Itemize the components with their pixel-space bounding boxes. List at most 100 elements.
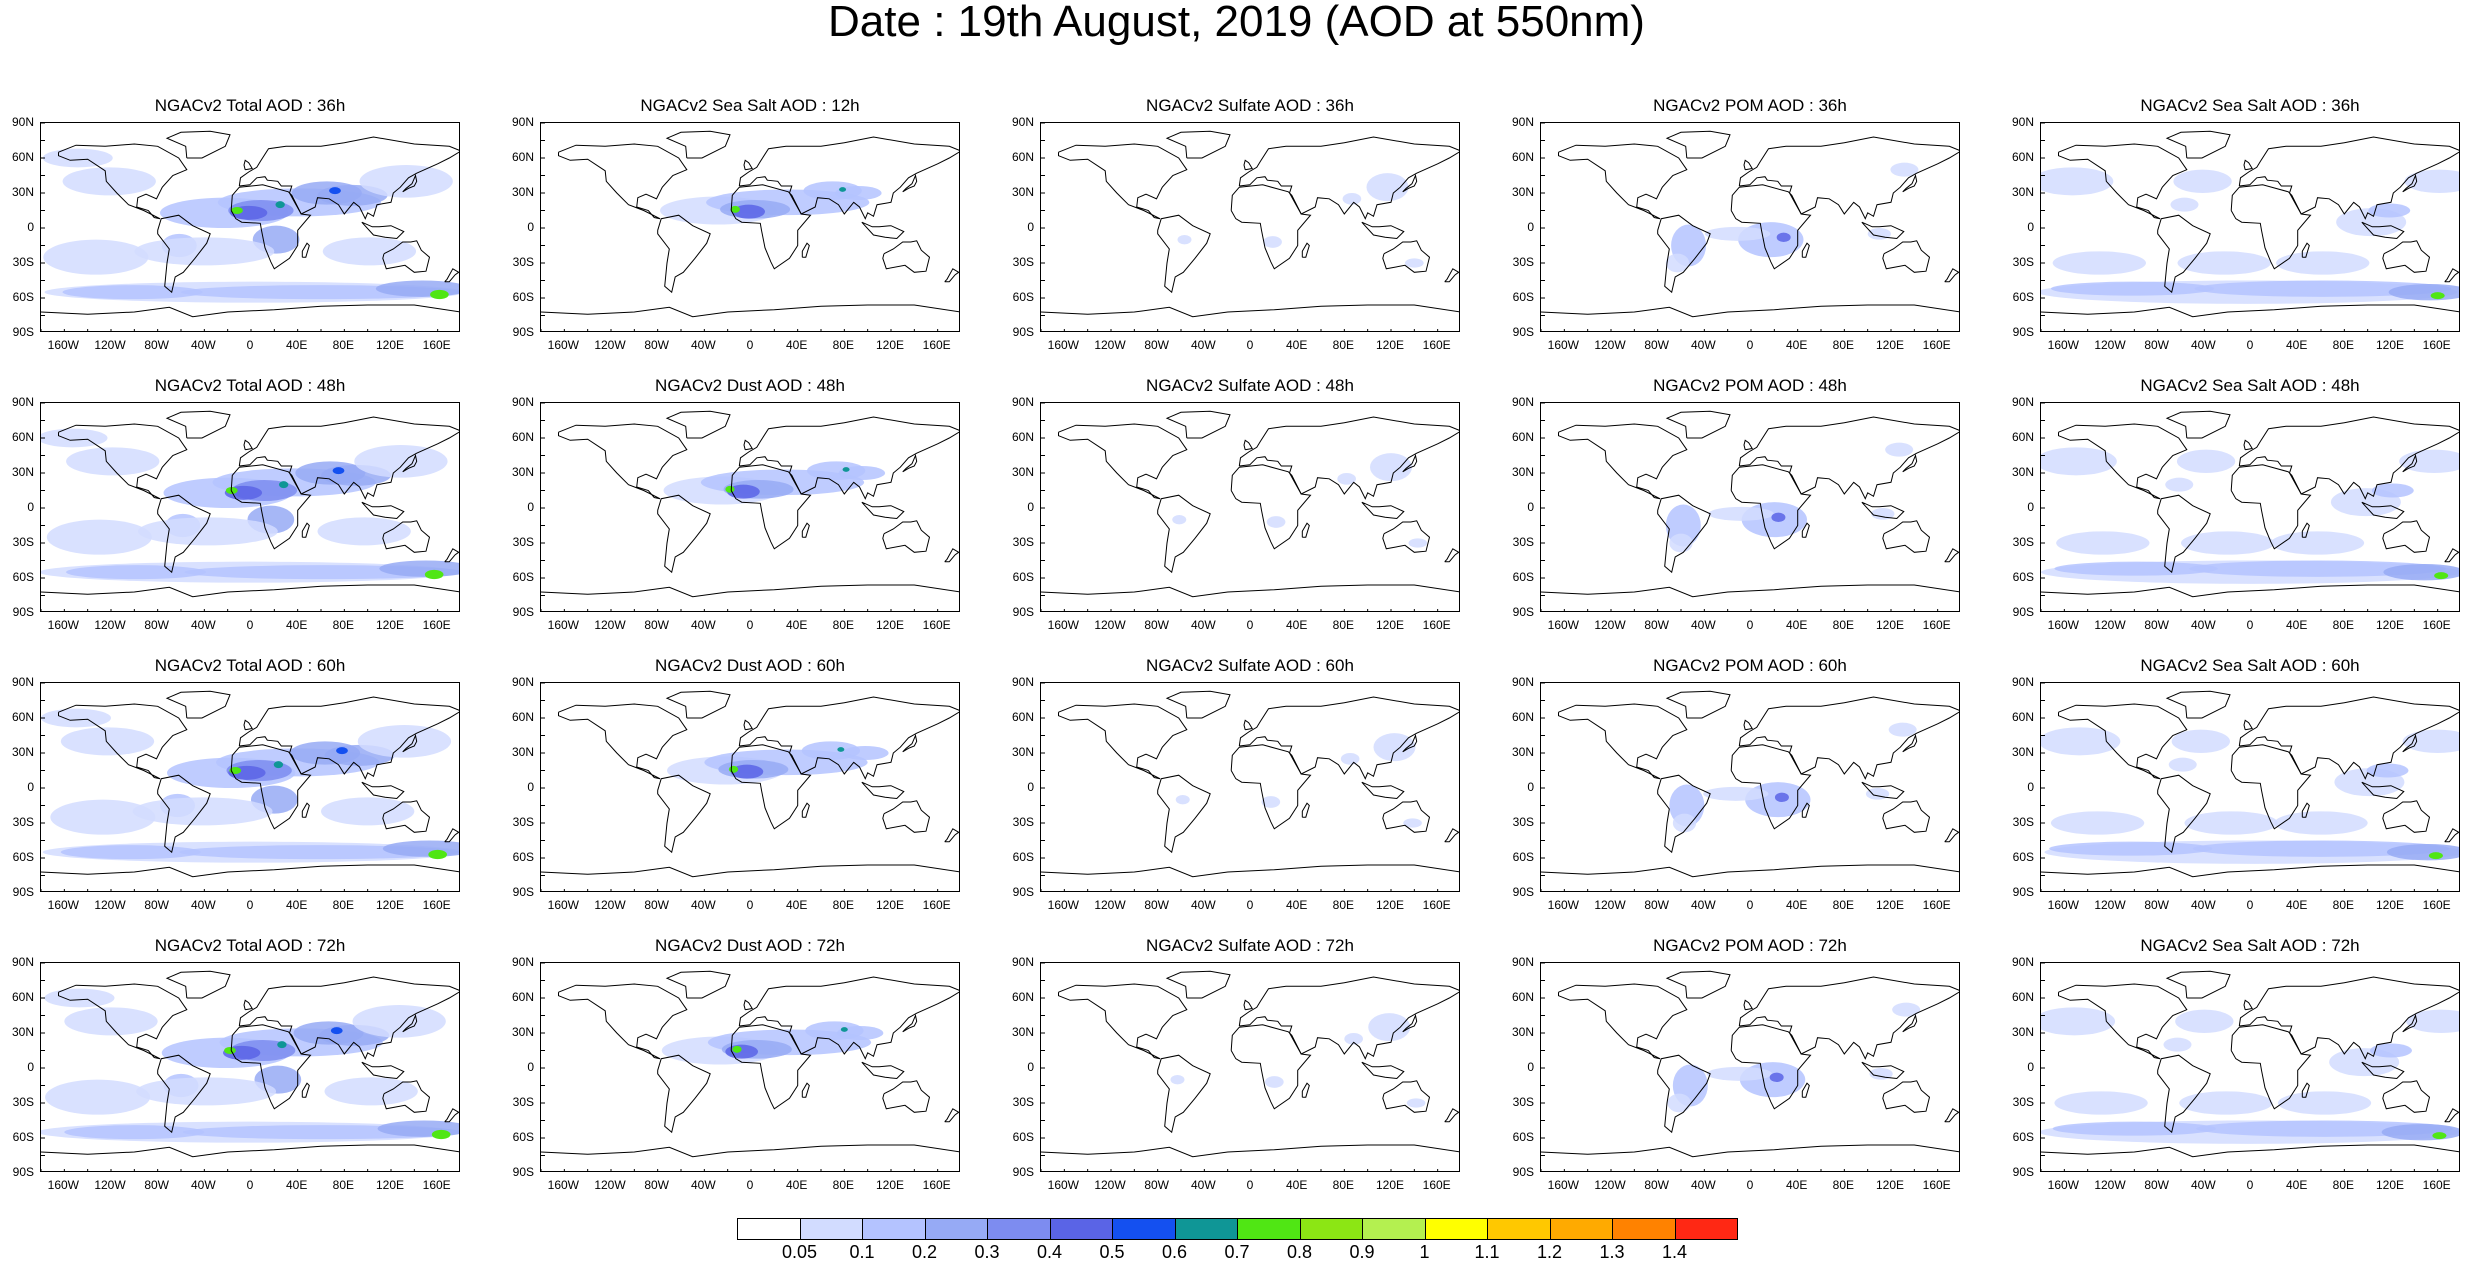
- lat-tick-label: 90S: [512, 605, 534, 619]
- colorbar-label: 0.7: [1224, 1242, 1250, 1262]
- lat-tick-label: 60N: [511, 990, 534, 1004]
- aod-blob: [2184, 811, 2278, 835]
- colorbar-label: 0.2: [911, 1242, 938, 1262]
- coastline-madagascar: [301, 522, 310, 538]
- panel-title: NGACv2 Total AOD : 60h: [154, 656, 346, 675]
- coastline-japan: [2402, 173, 2418, 193]
- panel-title: NGACv2 Sea Salt AOD : 48h: [2140, 376, 2360, 395]
- lon-tick-label: 80W: [144, 1178, 169, 1192]
- lat-tick-label: 30S: [2012, 535, 2034, 549]
- aod-blob: [46, 519, 152, 555]
- coastline-new-zealand: [1444, 1108, 1459, 1123]
- coastline-greenland: [665, 130, 731, 159]
- lat-tick-label: 60S: [12, 290, 34, 304]
- coastline-north-america: [1558, 703, 1688, 780]
- coastline-south-america: [157, 214, 211, 294]
- lat-tick-label: 90N: [1011, 115, 1034, 129]
- lon-tick-label: 120W: [2094, 338, 2126, 352]
- lon-tick-label: 80E: [1332, 1178, 1354, 1192]
- aod-blob: [279, 481, 289, 489]
- aod-blob: [2370, 1043, 2412, 1058]
- aod-map-canvas: [41, 683, 459, 891]
- coastline-australia: [1882, 520, 1931, 553]
- lat-tick-label: 60N: [1011, 990, 1034, 1004]
- coastline-north-america: [58, 143, 188, 220]
- aod-blob: [1869, 1068, 1893, 1080]
- map-panel-dust: [540, 122, 960, 332]
- lat-tick-label: 30S: [512, 535, 534, 549]
- aod-blob: [64, 1007, 158, 1036]
- aod-blob: [2428, 852, 2443, 860]
- lat-tick-label: 0: [27, 220, 34, 234]
- lon-tick-label: 40E: [785, 898, 808, 912]
- lat-tick-label: 60S: [1512, 850, 1534, 864]
- aod-blob: [277, 1041, 287, 1049]
- coastline-australia: [2382, 1080, 2431, 1113]
- lon-tick-label: 120W: [594, 1178, 626, 1192]
- lon-tick-label: 40W: [190, 338, 216, 352]
- aod-blob: [2049, 841, 2213, 856]
- coastline-south-america: [1157, 1054, 1211, 1134]
- coastline-south-america: [2157, 1054, 2211, 1134]
- lon-tick-label: 80E: [832, 898, 854, 912]
- coastline-indonesia: [1861, 781, 1905, 800]
- aod-blob: [1373, 733, 1416, 762]
- aod-blob: [2276, 251, 2370, 275]
- lon-tick-label: 120W: [1094, 1178, 1126, 1192]
- coastline-japan: [902, 733, 918, 753]
- lon-tick-label: 160E: [422, 338, 451, 352]
- lat-tick-label: 0: [527, 1060, 534, 1074]
- aod-blob: [2432, 1132, 2447, 1140]
- lon-tick-label: 120E: [1875, 898, 1905, 912]
- aod-blob: [2277, 1091, 2372, 1115]
- lon-tick-label: 120E: [875, 898, 905, 912]
- lon-tick-label: 40W: [690, 1178, 716, 1192]
- aod-map-canvas: [2041, 403, 2459, 611]
- lat-tick-label: 30N: [511, 465, 534, 479]
- aod-blob: [842, 746, 889, 760]
- colorbar-swatch: [1549, 1218, 1613, 1240]
- lon-tick-label: 40W: [190, 1178, 216, 1192]
- lon-tick-label: 40W: [1690, 898, 1716, 912]
- lon-tick-label: 120E: [2375, 618, 2405, 632]
- coastline-antarctica: [1541, 864, 1959, 878]
- aod-blob: [1342, 193, 1362, 205]
- colorbar-label: 0.6: [1161, 1242, 1188, 1262]
- coastline-madagascar: [301, 242, 310, 258]
- lon-tick-label: 40E: [1785, 338, 1808, 352]
- colorbar-label: 0.8: [1286, 1242, 1313, 1262]
- aod-blob: [428, 849, 447, 860]
- lat-tick-label: 60S: [12, 1130, 34, 1144]
- coastline-south-america: [157, 774, 211, 854]
- lon-tick-label: 40E: [2285, 1178, 2308, 1192]
- lat-tick-label: 90S: [1012, 605, 1034, 619]
- coastline-uk: [2243, 439, 2254, 451]
- lat-tick-label: 90S: [1012, 325, 1034, 339]
- colorbar-swatch: [1362, 1218, 1426, 1240]
- lon-tick-label: 120W: [1594, 898, 1626, 912]
- lat-tick-label: 30S: [12, 815, 34, 829]
- aod-blob: [1366, 173, 1409, 202]
- lon-tick-label: 160W: [2047, 338, 2079, 352]
- lon-tick-label: 80W: [644, 338, 669, 352]
- aod-blob: [2192, 840, 2450, 857]
- coastline-africa: [2230, 1024, 2312, 1110]
- aod-blob: [1706, 1066, 1772, 1081]
- aod-blob: [725, 485, 735, 493]
- lat-tick-label: 90N: [2011, 395, 2034, 409]
- coastline-greenland: [1165, 970, 1231, 999]
- aod-blob: [2402, 729, 2459, 753]
- aod-blob: [66, 447, 160, 476]
- lat-tick-label: 0: [2027, 1060, 2034, 1074]
- lat-tick-label: 90S: [1012, 1165, 1034, 1179]
- coastline-antarctica: [1041, 1144, 1459, 1158]
- map-panel-pom: [1540, 402, 1960, 612]
- coastline-japan: [1402, 453, 1418, 473]
- coastline-south-america: [1657, 494, 1711, 574]
- lat-tick-label: 30S: [12, 255, 34, 269]
- lat-tick-label: 90S: [512, 1165, 534, 1179]
- aod-blob: [730, 205, 740, 213]
- coastline-uk: [2243, 999, 2254, 1011]
- coastline-new-zealand: [444, 1108, 459, 1123]
- aod-blob: [2381, 1124, 2459, 1141]
